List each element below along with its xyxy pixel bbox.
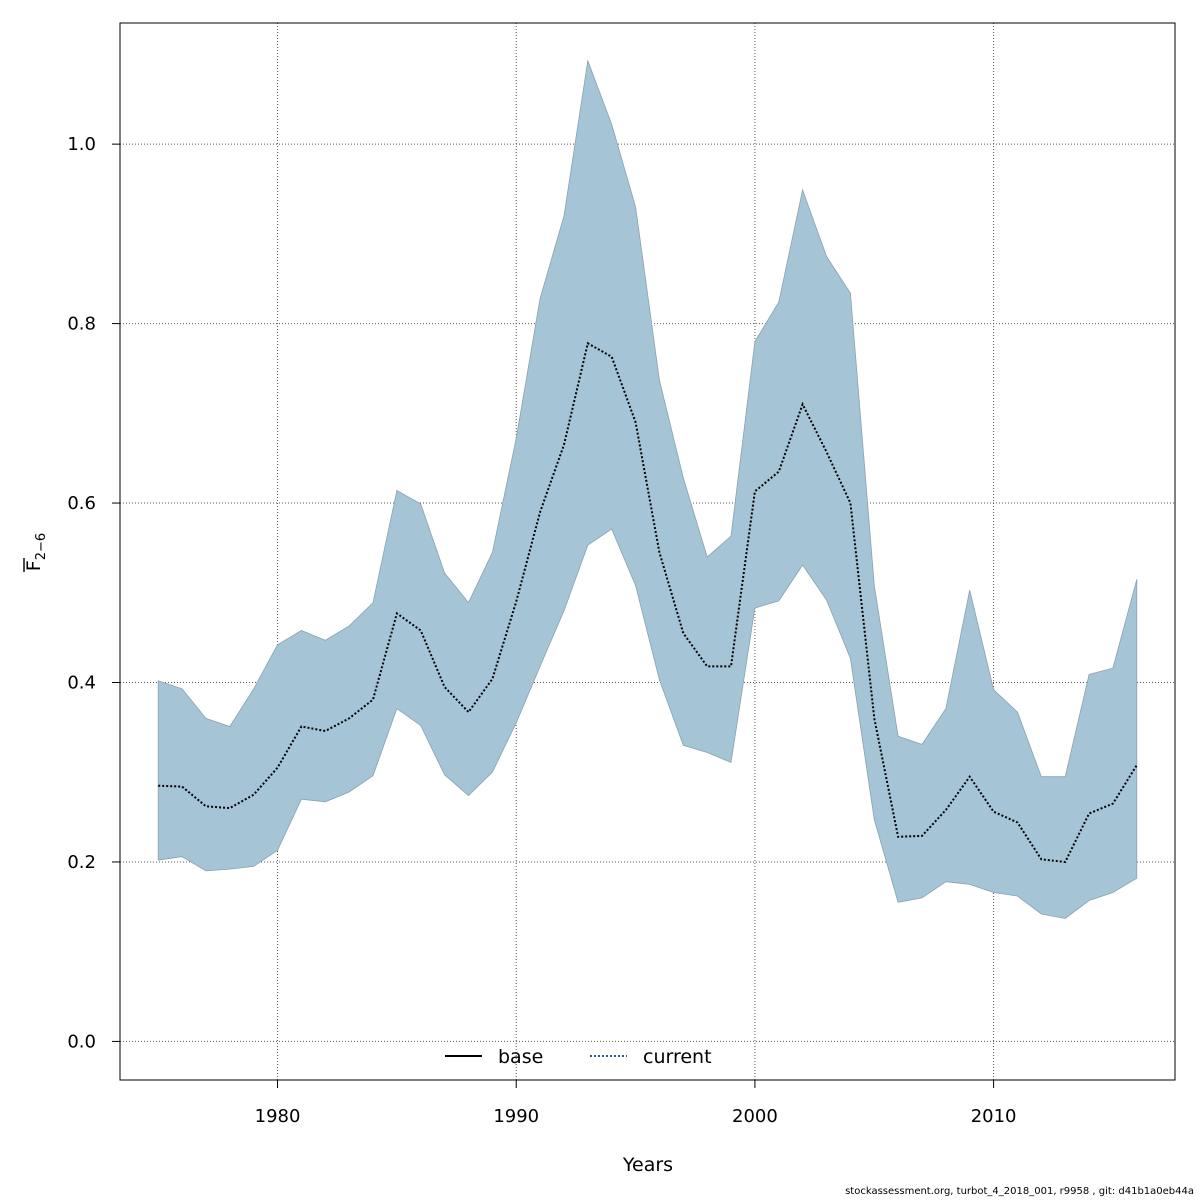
x-axis-title: Years: [622, 1154, 673, 1176]
y-axis-title-subscript: 2−6: [34, 533, 49, 560]
y-axis-title-base: F: [23, 560, 45, 571]
y-tick-label-0.2: 0.2: [67, 852, 96, 873]
y-tick-label-0.8: 0.8: [67, 314, 96, 335]
footer-note: stockassessment.org, turbot_4_2018_001, …: [845, 1186, 1194, 1197]
y-tick-label-0.0: 0.0: [67, 1031, 96, 1052]
legend-label-current: current: [643, 1046, 712, 1068]
x-tick-label-1990: 1990: [493, 1106, 539, 1127]
x-tick-label-2010: 2010: [971, 1106, 1017, 1127]
series-line-current: [158, 341, 1138, 864]
x-tick-label-1980: 1980: [255, 1106, 301, 1127]
y-tick-label-0.4: 0.4: [67, 673, 96, 694]
plot-frame: [119, 22, 1176, 1081]
x-tick-label-2000: 2000: [732, 1106, 778, 1127]
legend: base current: [445, 1046, 712, 1068]
y-tick-label-0.6: 0.6: [67, 493, 96, 514]
svg-text:F2−6: F2−6: [23, 533, 49, 571]
legend-label-base: base: [498, 1046, 543, 1068]
x-axis: 1980 1990 2000 2010: [255, 1080, 1017, 1127]
y-axis-title: F2−6: [23, 533, 49, 572]
y-tick-label-1.0: 1.0: [67, 134, 96, 155]
y-axis: 0.0 0.2 0.4 0.6 0.8 1.0: [67, 134, 120, 1052]
